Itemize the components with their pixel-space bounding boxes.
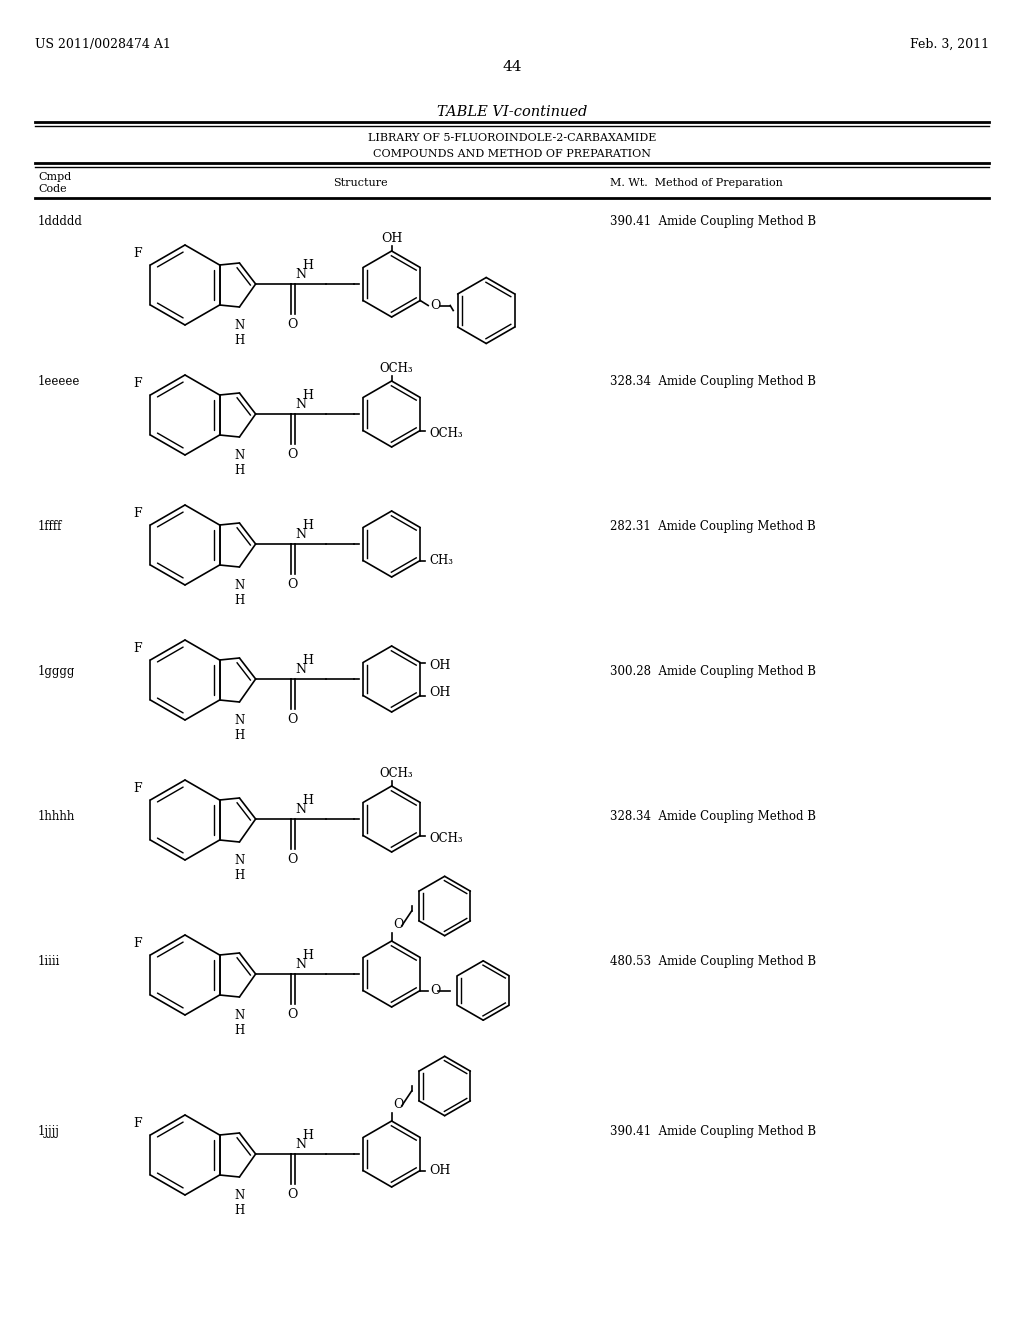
Text: 44: 44 — [502, 59, 522, 74]
Text: H: H — [302, 653, 313, 667]
Text: Feb. 3, 2011: Feb. 3, 2011 — [910, 38, 989, 51]
Text: H: H — [234, 1189, 245, 1217]
Text: 300.28  Amide Coupling Method B: 300.28 Amide Coupling Method B — [610, 665, 816, 678]
Text: H: H — [302, 1129, 313, 1142]
Text: F: F — [134, 642, 142, 655]
Text: US 2011/0028474 A1: US 2011/0028474 A1 — [35, 38, 171, 51]
Text: 328.34  Amide Coupling Method B: 328.34 Amide Coupling Method B — [610, 810, 816, 822]
Text: N: N — [295, 1138, 306, 1151]
Text: O: O — [288, 318, 298, 331]
Text: H: H — [302, 389, 313, 403]
Text: H: H — [234, 1008, 245, 1038]
Text: 1ddddd: 1ddddd — [38, 215, 83, 228]
Text: H: H — [234, 854, 245, 882]
Text: F: F — [134, 378, 142, 389]
Text: F: F — [134, 507, 142, 520]
Text: N: N — [234, 854, 245, 867]
Text: F: F — [134, 247, 142, 260]
Text: F: F — [134, 937, 142, 950]
Text: H: H — [234, 449, 245, 477]
Text: H: H — [302, 795, 313, 807]
Text: 328.34  Amide Coupling Method B: 328.34 Amide Coupling Method B — [610, 375, 816, 388]
Text: 390.41  Amide Coupling Method B: 390.41 Amide Coupling Method B — [610, 1125, 816, 1138]
Text: 1ffff: 1ffff — [38, 520, 62, 533]
Text: TABLE VI-continued: TABLE VI-continued — [437, 106, 587, 119]
Text: 1iiii: 1iiii — [38, 954, 60, 968]
Text: OCH₃: OCH₃ — [430, 833, 463, 845]
Text: N: N — [234, 714, 245, 727]
Text: H: H — [234, 714, 245, 742]
Text: N: N — [234, 1008, 245, 1022]
Text: Cmpd: Cmpd — [38, 172, 72, 182]
Text: OCH₃: OCH₃ — [380, 362, 414, 375]
Text: H: H — [302, 949, 313, 962]
Text: Structure: Structure — [333, 178, 387, 187]
Text: N: N — [234, 579, 245, 591]
Text: OH: OH — [430, 685, 451, 698]
Text: N: N — [234, 449, 245, 462]
Text: O: O — [288, 713, 298, 726]
Text: OCH₃: OCH₃ — [430, 428, 463, 441]
Text: 1jjjj: 1jjjj — [38, 1125, 59, 1138]
Text: O: O — [430, 983, 440, 997]
Text: F: F — [134, 1117, 142, 1130]
Text: OCH₃: OCH₃ — [380, 767, 414, 780]
Text: N: N — [295, 528, 306, 541]
Text: LIBRARY OF 5-FLUOROINDOLE-2-CARBAXAMIDE: LIBRARY OF 5-FLUOROINDOLE-2-CARBAXAMIDE — [368, 133, 656, 143]
Text: CH₃: CH₃ — [430, 554, 454, 568]
Text: N: N — [234, 1189, 245, 1203]
Text: O: O — [430, 300, 440, 312]
Text: O: O — [288, 1188, 298, 1201]
Text: 1hhhh: 1hhhh — [38, 810, 76, 822]
Text: 390.41  Amide Coupling Method B: 390.41 Amide Coupling Method B — [610, 215, 816, 228]
Text: 1gggg: 1gggg — [38, 665, 76, 678]
Text: 480.53  Amide Coupling Method B: 480.53 Amide Coupling Method B — [610, 954, 816, 968]
Text: M. Wt.  Method of Preparation: M. Wt. Method of Preparation — [610, 178, 783, 187]
Text: H: H — [302, 519, 313, 532]
Text: N: N — [295, 803, 306, 816]
Text: OH: OH — [381, 232, 402, 246]
Text: O: O — [393, 917, 404, 931]
Text: O: O — [393, 1098, 404, 1111]
Text: N: N — [234, 319, 245, 333]
Text: 282.31  Amide Coupling Method B: 282.31 Amide Coupling Method B — [610, 520, 816, 533]
Text: N: N — [295, 268, 306, 281]
Text: O: O — [288, 1008, 298, 1020]
Text: O: O — [288, 853, 298, 866]
Text: N: N — [295, 663, 306, 676]
Text: N: N — [295, 958, 306, 972]
Text: N: N — [295, 399, 306, 411]
Text: Code: Code — [38, 183, 67, 194]
Text: OH: OH — [430, 659, 451, 672]
Text: 1eeeee: 1eeeee — [38, 375, 80, 388]
Text: H: H — [234, 579, 245, 607]
Text: H: H — [234, 319, 245, 347]
Text: COMPOUNDS AND METHOD OF PREPARATION: COMPOUNDS AND METHOD OF PREPARATION — [373, 149, 651, 158]
Text: F: F — [134, 781, 142, 795]
Text: OH: OH — [430, 1164, 451, 1177]
Text: H: H — [302, 259, 313, 272]
Text: O: O — [288, 578, 298, 591]
Text: O: O — [288, 447, 298, 461]
